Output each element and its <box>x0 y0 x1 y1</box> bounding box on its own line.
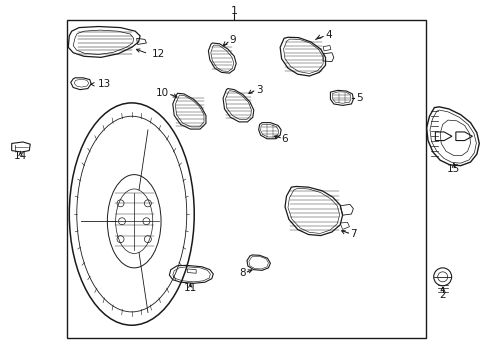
Text: 13: 13 <box>98 79 111 89</box>
Text: 15: 15 <box>447 164 461 174</box>
Text: 2: 2 <box>440 290 446 300</box>
Text: 7: 7 <box>350 229 357 239</box>
Text: 12: 12 <box>152 49 166 59</box>
Text: 9: 9 <box>229 35 236 45</box>
Text: 3: 3 <box>256 85 262 95</box>
Bar <box>67 21 426 338</box>
Text: 11: 11 <box>184 283 197 293</box>
Text: 8: 8 <box>239 267 246 278</box>
Text: 4: 4 <box>325 30 332 40</box>
Text: 6: 6 <box>282 134 288 144</box>
Text: 1: 1 <box>231 6 238 16</box>
Text: 5: 5 <box>356 93 363 103</box>
Text: 14: 14 <box>14 150 27 161</box>
Text: 10: 10 <box>156 88 170 98</box>
